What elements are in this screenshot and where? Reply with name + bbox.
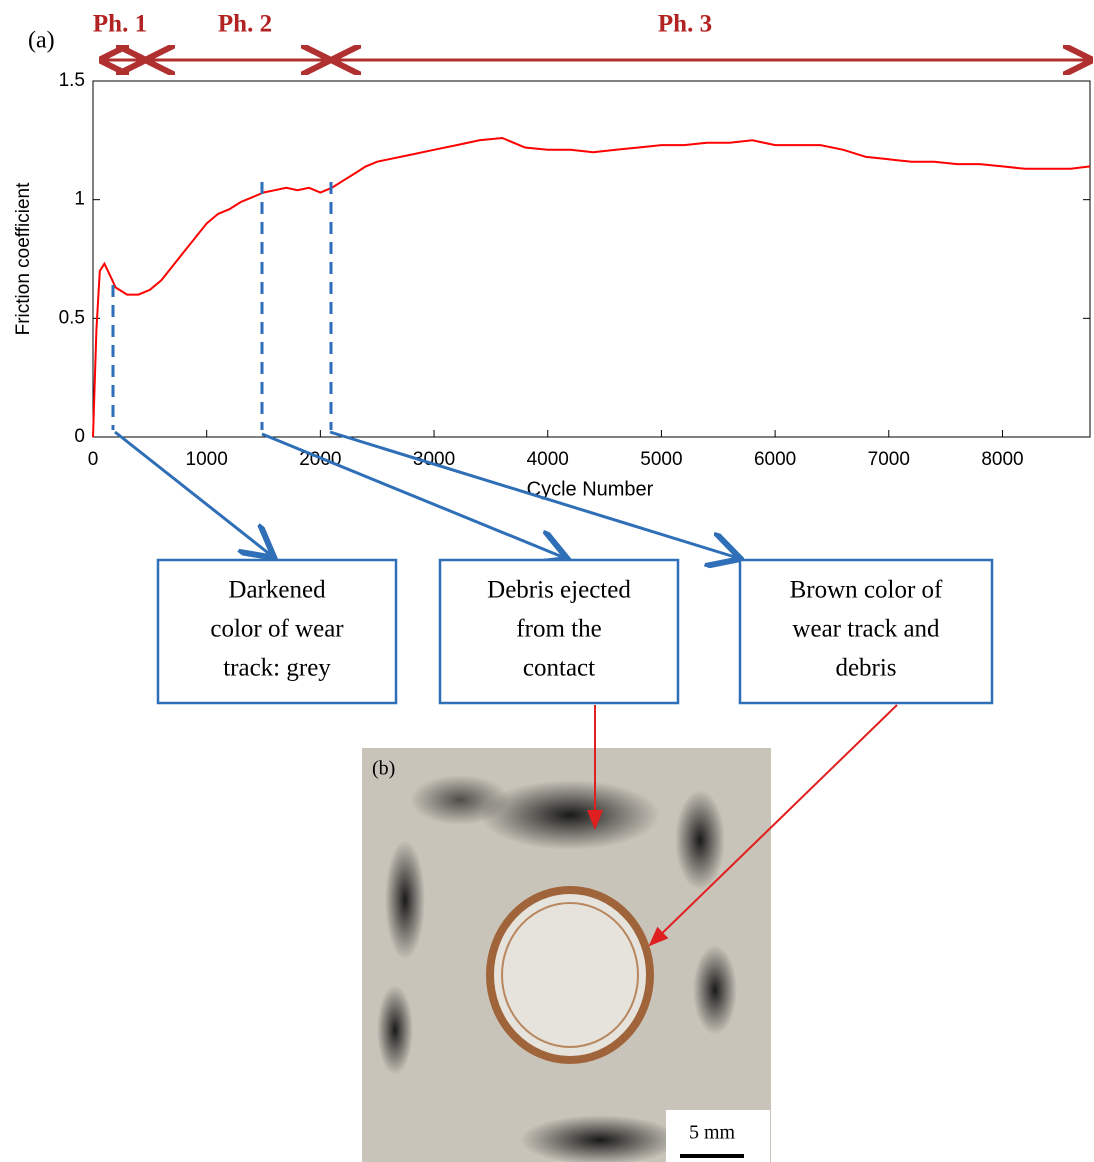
- friction-line: [93, 138, 1090, 437]
- x-tick-label: 5000: [640, 449, 682, 470]
- callout-text: Brown color of: [790, 577, 943, 604]
- callout-text: contact: [523, 655, 595, 682]
- callout-text: track: grey: [223, 655, 331, 682]
- transition-markers: [113, 182, 331, 430]
- phase-label: Ph. 3: [658, 11, 712, 38]
- callout-text: color of wear: [210, 616, 344, 643]
- phase-label: Ph. 1: [93, 11, 147, 38]
- x-tick-label: 8000: [981, 449, 1023, 470]
- photo: (b) 5 mm: [362, 748, 771, 1162]
- callout-text: Darkened: [228, 577, 326, 604]
- phase-label: Ph. 2: [218, 11, 272, 38]
- photo-label: (b): [372, 758, 395, 780]
- callout-text: Debris ejected: [487, 577, 631, 604]
- scale-bar-label: 5 mm: [689, 1122, 736, 1144]
- plot-frame: [93, 81, 1090, 437]
- y-tick-label: 1.5: [59, 70, 85, 91]
- y-tick-label: 0: [74, 426, 85, 447]
- callout-text: wear track and: [792, 616, 940, 643]
- y-axis-label: Friction coefficient: [13, 182, 34, 335]
- x-axis-label: Cycle Number: [527, 478, 654, 500]
- y-tick-label: 0.5: [59, 307, 85, 328]
- x-tick-label: 6000: [754, 449, 796, 470]
- x-tick-label: 4000: [527, 449, 569, 470]
- callout-text: from the: [516, 616, 601, 643]
- x-tick-label: 7000: [868, 449, 910, 470]
- figure: (a) Ph. 1 Ph. 2 Ph. 3 010002000300040005…: [0, 0, 1094, 1162]
- panel-label: (a): [28, 28, 55, 54]
- x-tick-label: 1000: [186, 449, 228, 470]
- y-tick-label: 1: [74, 189, 85, 210]
- callout-text: debris: [835, 655, 896, 682]
- x-tick-label: 0: [88, 449, 99, 470]
